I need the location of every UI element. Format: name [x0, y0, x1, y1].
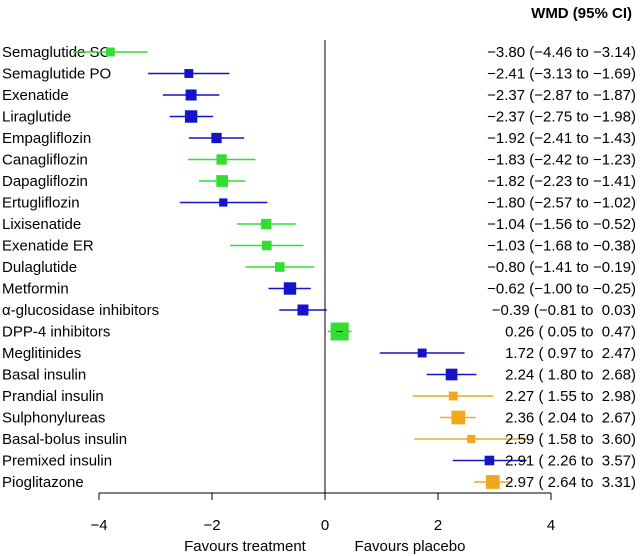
drug-label: Semaglutide PO — [2, 66, 111, 83]
ci-value-text: 2.59 ( 1.58 to 3.60) — [505, 431, 636, 448]
ci-value-text: 2.27 ( 1.55 to 2.98) — [505, 388, 636, 405]
drug-label: Premixed insulin — [2, 453, 112, 470]
drug-label: Sulphonylureas — [2, 410, 105, 427]
ci-value-text: −1.83 (−2.42 to −1.23) — [487, 152, 636, 169]
ci-value-text: 2.97 ( 2.64 to 3.31) — [505, 474, 636, 491]
drug-label: Exenatide ER — [2, 238, 94, 255]
drug-label: Liraglutide — [2, 109, 71, 126]
ci-value-text: 2.36 ( 2.04 to 2.67) — [505, 410, 636, 427]
drug-label: Meglitinides — [2, 345, 81, 362]
x-tick-label: 2 — [434, 517, 442, 534]
forest-row: Metformin −0.62 (−1.00 to −0.25) — [2, 281, 636, 298]
ci-value-text: −1.03 (−1.68 to −0.38) — [487, 238, 636, 255]
ci-value-text: −3.80 (−4.46 to −3.14) — [487, 44, 636, 61]
forest-row: Lixisenatide −1.04 (−1.56 to −0.52) — [2, 216, 636, 233]
drug-label: Metformin — [2, 281, 69, 298]
ci-value-text: −2.41 (−3.13 to −1.69) — [487, 66, 636, 83]
x-tick-label: −4 — [90, 517, 107, 534]
forest-row: Sulphonylureas 2.36 ( 2.04 to 2.67) — [2, 410, 636, 427]
ci-value-text: −0.80 (−1.41 to −0.19) — [487, 259, 636, 276]
point-estimate — [297, 304, 309, 316]
drug-label: Ertugliflozin — [2, 195, 80, 212]
forest-row: Basal-bolus insulin 2.59 ( 1.58 to 3.60) — [2, 431, 636, 448]
forest-row: Semaglutide PO −2.41 (−3.13 to −1.69) — [2, 66, 636, 83]
ci-column-header: WMD (95% CI) — [531, 5, 632, 22]
forest-row: Prandial insulin 2.27 ( 1.55 to 2.98) — [2, 388, 636, 405]
forest-row: α-glucosidase inhibitors −0.39 (−0.81 to … — [2, 302, 636, 319]
ci-value-text: −1.04 (−1.56 to −0.52) — [487, 216, 636, 233]
forest-row: Premixed insulin 2.91 ( 2.26 to 3.57) — [2, 453, 636, 470]
point-estimate — [105, 47, 115, 57]
drug-label: Empagliflozin — [2, 130, 91, 147]
point-estimate — [467, 434, 476, 444]
drug-label: Basal insulin — [2, 367, 86, 384]
forest-row: Dapagliflozin −1.82 (−2.23 to −1.41) — [2, 173, 636, 190]
ci-value-text: −2.37 (−2.87 to −1.87) — [487, 87, 636, 104]
drug-label: Dulaglutide — [2, 259, 77, 276]
ci-value-text: 2.24 ( 1.80 to 2.68) — [505, 367, 636, 384]
x-tick-label: 0 — [321, 517, 329, 534]
point-estimate — [451, 410, 466, 425]
drug-label: Lixisenatide — [2, 216, 81, 233]
forest-row: Canagliflozin −1.83 (−2.42 to −1.23) — [2, 152, 636, 169]
ci-value-text: 1.72 ( 0.97 to 2.47) — [505, 345, 636, 362]
ci-value-text: −1.92 (−2.41 to −1.43) — [487, 130, 636, 147]
ci-value-text: −2.37 (−2.75 to −1.98) — [487, 109, 636, 126]
point-estimate — [485, 475, 500, 489]
forest-row: Ertugliflozin −1.80 (−2.57 to −1.02) — [2, 195, 636, 212]
point-estimate — [211, 132, 222, 144]
favours-treatment-label: Favours treatment — [184, 538, 307, 555]
point-estimate — [275, 262, 285, 272]
forest-row: Liraglutide −2.37 (−2.75 to −1.98) — [2, 109, 636, 126]
ci-value-text: −0.39 (−0.81 to 0.03) — [492, 302, 636, 319]
drug-label: Dapagliflozin — [2, 173, 88, 190]
forest-row: Empagliflozin −1.92 (−2.41 to −1.43) — [2, 130, 636, 147]
ci-value-text: −1.82 (−2.23 to −1.41) — [487, 173, 636, 190]
point-estimate — [185, 89, 197, 101]
point-estimate — [216, 154, 227, 165]
favours-placebo-label: Favours placebo — [355, 538, 466, 555]
x-tick-label: −2 — [203, 517, 220, 534]
ci-value-text: 0.26 ( 0.05 to 0.47) — [505, 324, 636, 341]
drug-label: Semaglutide SC — [2, 44, 111, 61]
point-estimate — [216, 175, 229, 187]
forest-rows: Semaglutide SC −3.80 (−4.46 to −3.14)Sema… — [2, 44, 636, 491]
point-estimate — [448, 391, 458, 401]
drug-label: Basal-bolus insulin — [2, 431, 127, 448]
point-estimate — [484, 455, 495, 466]
forest-row: Exenatide ER −1.03 (−1.68 to −0.38) — [2, 238, 636, 255]
drug-label: DPP-4 inhibitors — [2, 324, 110, 341]
drug-label: α-glucosidase inhibitors — [2, 302, 159, 319]
ci-value-text: −1.80 (−2.57 to −1.02) — [487, 195, 636, 212]
point-estimate — [184, 110, 198, 123]
drug-label: Pioglitazone — [2, 474, 84, 491]
forest-row: DPP-4 inhibitors 0.26 ( 0.05 to 0.47) — [2, 322, 636, 341]
forest-row: Basal insulin 2.24 ( 1.80 to 2.68) — [2, 367, 636, 384]
drug-label: Canagliflozin — [2, 152, 88, 169]
point-estimate — [219, 198, 228, 207]
point-estimate — [445, 368, 458, 381]
point-estimate — [417, 348, 427, 358]
forest-row: Semaglutide SC −3.80 (−4.46 to −3.14) — [2, 44, 636, 61]
forest-row: Dulaglutide −0.80 (−1.41 to −0.19) — [2, 259, 636, 276]
point-estimate — [261, 218, 272, 230]
x-tick-label: 4 — [547, 517, 555, 534]
ci-value-text: 2.91 ( 2.26 to 3.57) — [505, 453, 636, 470]
ci-value-text: −0.62 (−1.00 to −0.25) — [487, 281, 636, 298]
forest-row: Exenatide −2.37 (−2.87 to −1.87) — [2, 87, 636, 104]
point-estimate — [184, 69, 194, 78]
drug-label: Prandial insulin — [2, 388, 104, 405]
x-axis: −4 −2 0 2 4 — [90, 492, 555, 534]
forest-row: Meglitinides 1.72 ( 0.97 to 2.47) — [2, 345, 636, 362]
point-estimate — [262, 240, 272, 251]
point-estimate — [283, 282, 297, 295]
forest-row: Pioglitazone 2.97 ( 2.64 to 3.31) — [2, 474, 636, 491]
drug-label: Exenatide — [2, 87, 69, 104]
